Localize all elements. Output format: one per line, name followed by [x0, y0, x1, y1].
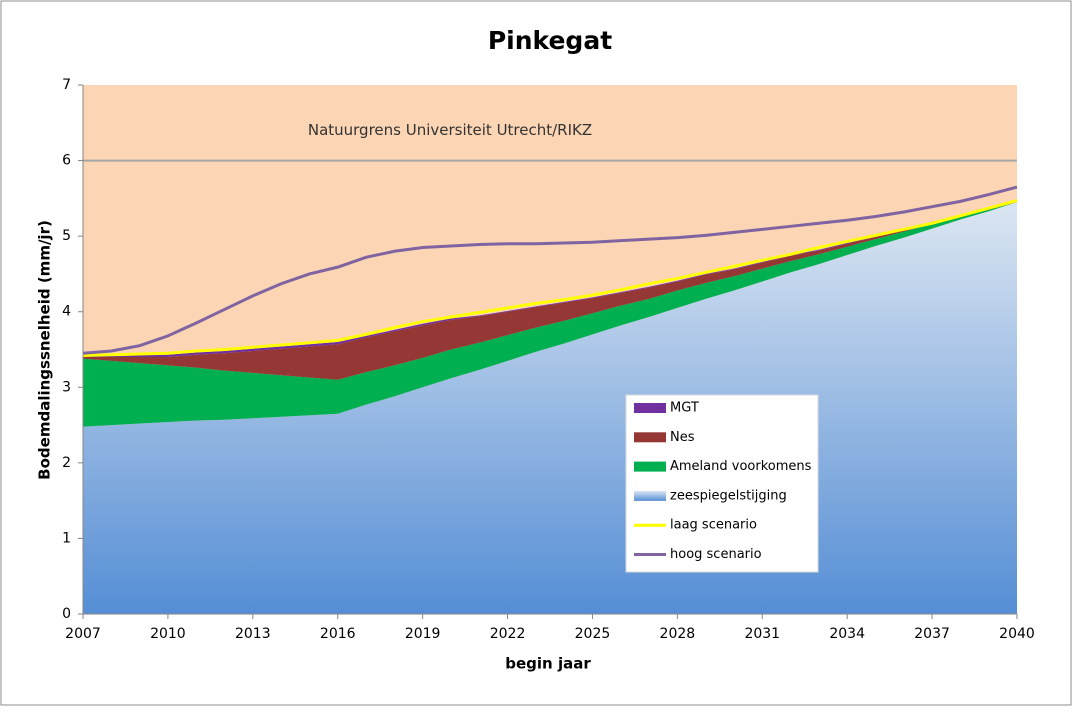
legend-label: zeespiegelstijging — [670, 488, 787, 503]
legend-label: hoog scenario — [670, 547, 762, 562]
x-tick-label: 2013 — [235, 626, 271, 642]
legend-swatch — [634, 461, 666, 472]
y-axis-title: Bodemdalingssnelheid (mm/jr) — [36, 220, 54, 480]
y-tick-label: 3 — [62, 379, 71, 395]
y-tick-label: 0 — [62, 606, 71, 622]
x-tick-label: 2028 — [660, 626, 696, 642]
line — [82, 199, 1018, 358]
legend-label: Nes — [670, 430, 695, 445]
y-tick-label: 2 — [62, 455, 71, 471]
x-axis-title: begin jaar — [505, 655, 591, 673]
legend: MGT Nes Ameland voorkomens zeespiegelstijgi… — [625, 394, 819, 573]
legend-label: Ameland voorkomens — [670, 459, 812, 474]
x-tick-label: 2037 — [914, 626, 950, 642]
chart-title: Pinkegat — [488, 26, 612, 55]
y-tick-label: 6 — [62, 153, 71, 169]
x-tick-label: 2016 — [320, 626, 356, 642]
x-tick-label: 2031 — [744, 626, 780, 642]
legend-label: laag scenario — [670, 518, 757, 533]
legend-label: MGT — [670, 401, 699, 416]
x-tick-label: 2010 — [150, 626, 186, 642]
legend-swatch — [634, 490, 666, 501]
annotation: Natuurgrens Universiteit Utrecht/RIKZ — [308, 121, 592, 139]
y-tick-label: 7 — [62, 77, 71, 93]
x-tick-label: 2034 — [829, 626, 865, 642]
legend-swatch — [634, 432, 666, 443]
y-tick-label: 4 — [62, 304, 71, 320]
x-tick-label: 2022 — [490, 626, 526, 642]
y-tick-label: 1 — [62, 530, 71, 546]
x-tick-label: 2019 — [405, 626, 441, 642]
line — [82, 185, 1018, 355]
legend-swatch — [634, 403, 666, 413]
plot-area: Natuurgrens Universiteit Utrecht/RIKZ — [82, 85, 1018, 614]
x-tick-label: 2007 — [65, 626, 101, 642]
area — [83, 202, 1017, 380]
legend-box — [625, 394, 819, 573]
y-tick-label: 5 — [62, 228, 71, 244]
axes: 0 1 2 3 4 5 6 7 2007 2010 2013 2016 2019 2022 2025 2028… — [62, 77, 1035, 642]
area — [83, 202, 1017, 427]
x-tick-label: 2040 — [999, 626, 1035, 642]
x-tick-label: 2025 — [575, 626, 611, 642]
